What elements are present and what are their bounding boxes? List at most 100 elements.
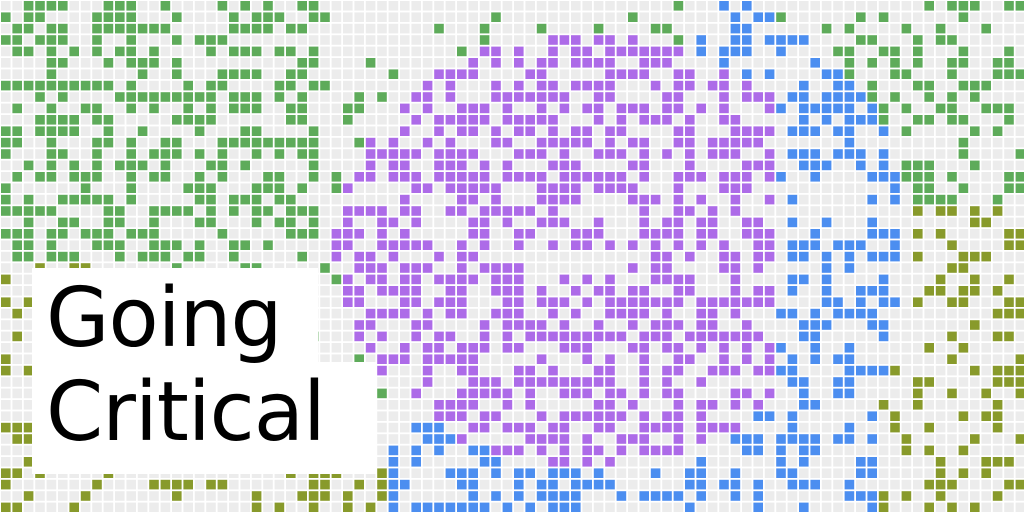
grid-cell	[35, 115, 45, 125]
grid-cell	[229, 183, 239, 193]
grid-cell	[377, 388, 387, 399]
grid-cell	[297, 240, 307, 250]
grid-cell	[719, 388, 729, 399]
grid-cell	[650, 115, 661, 125]
grid-cell	[605, 445, 615, 456]
grid-cell	[320, 263, 330, 273]
grid-cell	[593, 274, 604, 285]
grid-cell	[388, 217, 399, 228]
grid-cell	[890, 46, 900, 57]
grid-cell	[525, 194, 535, 205]
grid-cell	[776, 365, 786, 376]
grid-cell	[1004, 194, 1014, 205]
grid-cell	[80, 251, 91, 262]
grid-cell	[23, 229, 34, 239]
grid-cell	[35, 229, 45, 239]
grid-cell	[628, 365, 638, 376]
grid-cell	[525, 251, 535, 262]
grid-cell	[616, 149, 627, 159]
grid-cell	[958, 137, 969, 148]
grid-cell	[935, 411, 946, 421]
grid-cell	[194, 126, 205, 136]
grid-cell	[251, 12, 262, 22]
grid-cell	[628, 23, 638, 34]
grid-cell	[810, 194, 820, 205]
grid-cell	[707, 194, 718, 205]
grid-cell	[719, 172, 729, 182]
grid-cell	[172, 137, 182, 148]
grid-cell	[924, 274, 934, 285]
grid-cell	[331, 331, 342, 342]
grid-cell	[764, 80, 775, 91]
grid-cell	[707, 400, 718, 410]
grid-cell	[183, 46, 193, 57]
grid-cell	[947, 1, 957, 11]
grid-cell	[536, 365, 547, 376]
grid-cell	[593, 183, 604, 193]
grid-cell	[377, 1, 387, 11]
grid-cell	[365, 80, 376, 91]
grid-cell	[742, 217, 752, 228]
grid-cell	[69, 194, 79, 205]
grid-cell	[35, 206, 45, 216]
grid-cell	[536, 479, 547, 490]
grid-cell	[992, 320, 1003, 330]
grid-cell	[639, 491, 649, 501]
grid-cell	[422, 263, 433, 273]
grid-cell	[662, 422, 672, 433]
grid-cell	[23, 491, 34, 501]
grid-cell	[970, 149, 980, 159]
grid-cell	[422, 149, 433, 159]
grid-cell	[388, 80, 399, 91]
grid-cell	[639, 1, 649, 11]
grid-cell	[377, 468, 387, 478]
grid-cell	[206, 58, 216, 68]
grid-cell	[126, 206, 136, 216]
grid-cell	[491, 400, 501, 410]
grid-cell	[799, 46, 809, 57]
grid-cell	[639, 251, 649, 262]
grid-cell	[799, 320, 809, 330]
grid-cell	[901, 263, 912, 273]
grid-cell	[821, 354, 832, 364]
grid-cell	[799, 377, 809, 387]
grid-cell	[491, 457, 501, 467]
grid-cell	[935, 23, 946, 34]
grid-cell	[924, 115, 934, 125]
grid-cell	[343, 263, 353, 273]
grid-cell	[400, 137, 410, 148]
grid-cell	[183, 137, 193, 148]
grid-cell	[502, 229, 513, 239]
grid-cell	[844, 502, 855, 512]
grid-cell	[685, 445, 695, 456]
grid-cell	[343, 251, 353, 262]
grid-cell	[867, 115, 877, 125]
grid-cell	[388, 445, 399, 456]
grid-cell	[491, 80, 501, 91]
grid-cell	[719, 240, 729, 250]
grid-cell	[400, 149, 410, 159]
grid-cell	[810, 457, 820, 467]
grid-cell	[206, 46, 216, 57]
grid-cell	[514, 23, 524, 34]
grid-cell	[571, 80, 581, 91]
grid-cell	[776, 354, 786, 364]
grid-cell	[251, 240, 262, 250]
grid-cell	[365, 274, 376, 285]
grid-cell	[924, 194, 934, 205]
grid-cell	[194, 103, 205, 114]
grid-cell	[548, 206, 558, 216]
grid-cell	[229, 80, 239, 91]
grid-cell	[514, 457, 524, 467]
grid-cell	[559, 422, 570, 433]
grid-cell	[23, 457, 34, 467]
grid-cell	[365, 217, 376, 228]
grid-cell	[240, 137, 250, 148]
grid-cell	[400, 365, 410, 376]
grid-cell	[1, 149, 11, 159]
grid-cell	[297, 479, 307, 490]
grid-cell	[730, 92, 741, 102]
grid-cell	[662, 388, 672, 399]
grid-cell	[650, 422, 661, 433]
grid-cell	[58, 160, 68, 171]
